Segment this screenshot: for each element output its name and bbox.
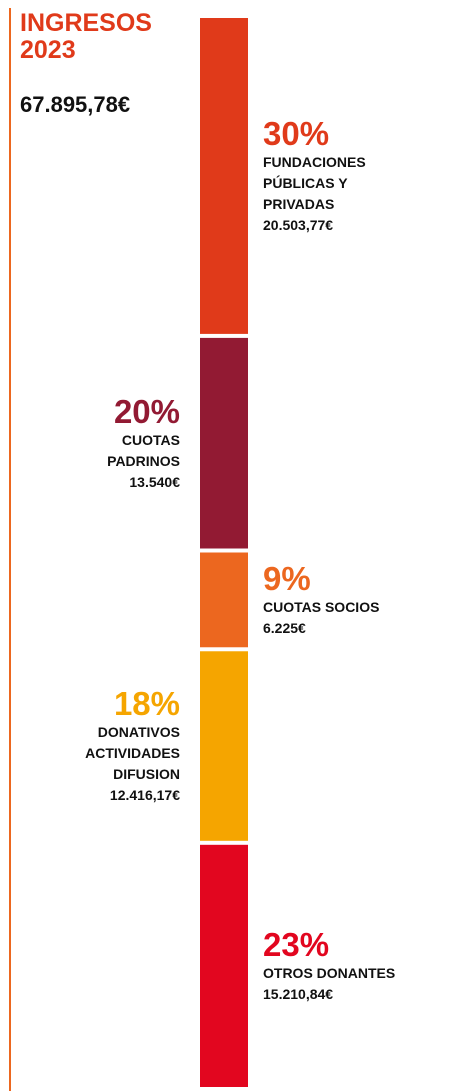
segment-name: OTROS DONANTES bbox=[263, 964, 396, 981]
segment-label: 30% FUNDACIONES PÚBLICAS Y PRIVADAS 20.503… bbox=[263, 114, 413, 236]
segment-label: 23% OTROS DONANTES 15.210,84€ bbox=[263, 925, 413, 1005]
segment-name: CUOTAS PADRINOS bbox=[107, 431, 180, 469]
segment-label: 9% CUOTAS SOCIOS 6.225€ bbox=[263, 559, 413, 639]
total: 67.895,78€ bbox=[20, 92, 131, 117]
chart-title: INGRESOS 2023 bbox=[20, 9, 152, 64]
bar-segment bbox=[200, 18, 248, 334]
percent-label: 30% bbox=[263, 114, 330, 152]
bar-segment bbox=[200, 651, 248, 841]
bar-segment bbox=[200, 844, 248, 1087]
segment-amount: 15.210,84€ bbox=[263, 985, 334, 1002]
side-rule bbox=[9, 8, 11, 1091]
percent-label: 20% bbox=[113, 392, 180, 430]
segment-amount: 6.225€ bbox=[263, 619, 306, 636]
segment-amount: 12.416,17€ bbox=[109, 787, 180, 804]
bar-segment bbox=[200, 552, 248, 648]
percent-label: 9% bbox=[263, 559, 311, 597]
segment-label: 20% CUOTAS PADRINOS 13.540€ bbox=[60, 392, 180, 493]
segment-name: DONATIVOS ACTIVIDADES DIFUSION bbox=[85, 724, 180, 783]
percent-label: 23% bbox=[263, 925, 330, 963]
segment-amount: 20.503,77€ bbox=[263, 216, 334, 233]
segment-label: 18% DONATIVOS ACTIVIDADES DIFUSION 12.416,… bbox=[60, 686, 180, 806]
segment-name: CUOTAS SOCIOS bbox=[263, 598, 380, 615]
percent-label: 18% bbox=[113, 685, 180, 723]
bar-segment bbox=[200, 337, 248, 549]
segment-name: FUNDACIONES PÚBLICAS Y PRIVADAS bbox=[263, 153, 366, 212]
segment-amount: 13.540€ bbox=[129, 473, 180, 490]
